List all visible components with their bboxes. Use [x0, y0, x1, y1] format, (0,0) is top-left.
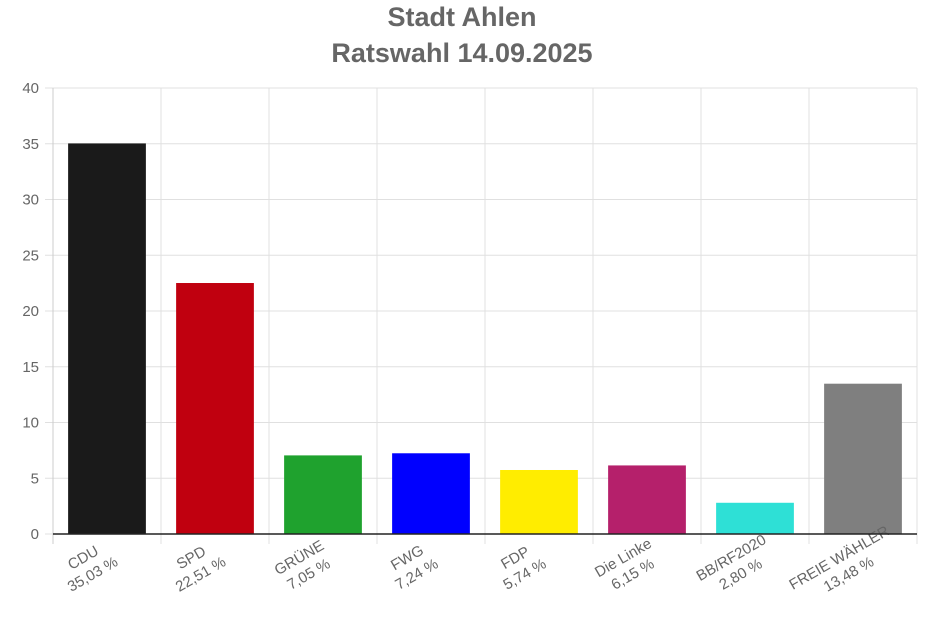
y-tick-label: 30	[22, 192, 39, 209]
chart-subtitle: Ratswahl 14.09.2025	[331, 38, 592, 68]
bar	[500, 469, 578, 534]
y-tick-label: 0	[31, 526, 39, 543]
bar	[68, 143, 146, 534]
bar	[824, 383, 902, 534]
y-tick-label: 10	[22, 415, 39, 432]
y-tick-label: 15	[22, 359, 39, 376]
y-tick-label: 35	[22, 136, 39, 153]
y-tick-label: 25	[22, 247, 39, 264]
chart-title: Stadt Ahlen	[387, 2, 536, 32]
y-tick-label: 5	[31, 470, 39, 487]
y-tick-label: 40	[22, 80, 39, 97]
bar	[176, 283, 254, 534]
bar	[716, 502, 794, 534]
y-tick-label: 20	[22, 303, 39, 320]
bar	[392, 453, 470, 534]
bar	[284, 455, 362, 534]
bar	[608, 465, 686, 534]
